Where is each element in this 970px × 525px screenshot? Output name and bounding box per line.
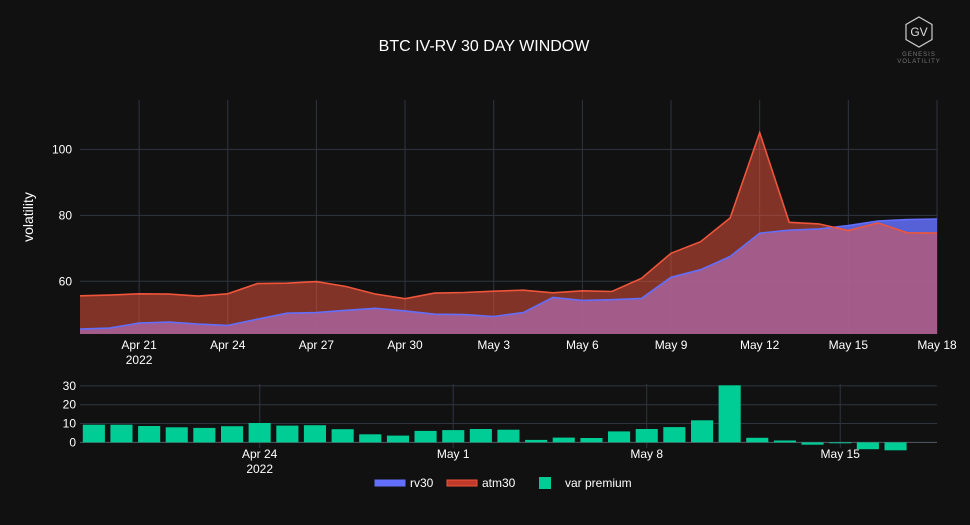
top-y-tick-label: 60 bbox=[59, 274, 73, 288]
series-line-rv30 bbox=[79, 218, 938, 330]
bottom-y-tick-label: 0 bbox=[69, 435, 76, 449]
logo-line-1: GENESIS bbox=[902, 52, 936, 58]
legend-item-rv30[interactable]: rv30 bbox=[374, 476, 434, 490]
logo: GV GENESIS VOLATILITY bbox=[897, 16, 941, 65]
var-premium-bar bbox=[801, 442, 824, 445]
legend-item-atm30[interactable]: atm30 bbox=[446, 476, 516, 490]
bottom-y-tick-label: 20 bbox=[63, 398, 77, 412]
var-premium-bar bbox=[469, 429, 492, 443]
top-x-tick-year: 2022 bbox=[126, 353, 153, 367]
y-axis-title: volatility bbox=[20, 192, 36, 242]
legend-label-atm30: atm30 bbox=[482, 476, 516, 490]
bottom-y-tick-label: 30 bbox=[63, 379, 77, 393]
bottom-x-tick-year: 2022 bbox=[246, 462, 273, 476]
logo-mark: GV bbox=[910, 25, 927, 39]
bottom-y-tick-label: 10 bbox=[63, 417, 77, 431]
top-x-tick-label: Apr 30 bbox=[387, 338, 423, 352]
top-y-tick-label: 80 bbox=[59, 208, 73, 222]
var-premium-bar bbox=[580, 438, 603, 443]
var-premium-bar bbox=[386, 435, 409, 443]
chart-title: BTC IV-RV 30 DAY WINDOW bbox=[379, 38, 591, 55]
legend-swatch-rv30 bbox=[374, 479, 406, 487]
var-premium-bar bbox=[884, 442, 907, 451]
var-premium-bar bbox=[359, 434, 382, 443]
var-premium-bar bbox=[552, 437, 575, 443]
var-premium-bar bbox=[331, 429, 354, 443]
top-x-tick-label: Apr 21 bbox=[121, 338, 157, 352]
var-premium-bar bbox=[497, 429, 520, 443]
var-premium-bar bbox=[303, 425, 326, 443]
var-premium-bar bbox=[82, 424, 105, 443]
bottom-bars-group bbox=[82, 385, 907, 451]
legend-label-rv30: rv30 bbox=[410, 476, 434, 490]
var-premium-bar bbox=[414, 430, 437, 443]
bottom-y-ticks: 0 10 20 30 bbox=[63, 379, 77, 449]
var-premium-bar bbox=[773, 440, 796, 443]
top-x-tick-label: Apr 27 bbox=[299, 338, 335, 352]
legend-label-var-premium: var premium bbox=[565, 476, 632, 490]
var-premium-bar bbox=[165, 427, 188, 443]
bottom-x-tick-label: May 8 bbox=[630, 447, 663, 461]
top-y-tick-label: 100 bbox=[52, 142, 72, 156]
top-x-tick-label: May 18 bbox=[917, 338, 957, 352]
top-x-tick-label: Apr 24 bbox=[210, 338, 246, 352]
var-premium-bar bbox=[829, 442, 852, 444]
top-x-tick-label: May 9 bbox=[655, 338, 688, 352]
logo-hexagon-icon bbox=[905, 16, 933, 48]
var-premium-bar bbox=[138, 426, 161, 443]
var-premium-bar bbox=[856, 442, 879, 450]
var-premium-bar bbox=[635, 429, 658, 443]
var-premium-bar bbox=[110, 424, 133, 443]
top-x-tick-label: May 15 bbox=[829, 338, 869, 352]
legend-swatch-atm30 bbox=[446, 479, 478, 487]
top-series-group bbox=[79, 130, 938, 334]
top-x-tick-label: May 3 bbox=[477, 338, 510, 352]
var-premium-bar bbox=[718, 385, 741, 443]
series-line-atm30 bbox=[79, 130, 938, 300]
top-y-ticks: 60 80 100 bbox=[52, 142, 72, 288]
var-premium-bar bbox=[691, 420, 714, 443]
bottom-x-tick-label: May 1 bbox=[437, 447, 470, 461]
var-premium-bar bbox=[442, 430, 465, 443]
top-x-tick-label: May 6 bbox=[566, 338, 599, 352]
logo-line-2: VOLATILITY bbox=[897, 59, 941, 65]
var-premium-bar bbox=[193, 427, 216, 443]
bottom-x-tick-label: Apr 24 bbox=[242, 447, 278, 461]
var-premium-bar bbox=[663, 427, 686, 443]
bottom-x-tick-label: May 15 bbox=[821, 447, 861, 461]
legend: rv30 atm30 var premium bbox=[374, 476, 632, 490]
legend-item-var-premium[interactable]: var premium bbox=[539, 476, 632, 490]
var-premium-bar bbox=[525, 439, 548, 443]
var-premium-bar bbox=[248, 423, 271, 443]
var-premium-bar bbox=[746, 437, 769, 443]
var-premium-bar bbox=[608, 431, 631, 443]
series-area-atm30 bbox=[80, 132, 937, 334]
legend-swatch-var-premium bbox=[539, 477, 551, 489]
var-premium-bar bbox=[276, 425, 299, 443]
var-premium-bar bbox=[221, 426, 244, 443]
top-x-tick-label: May 12 bbox=[740, 338, 780, 352]
